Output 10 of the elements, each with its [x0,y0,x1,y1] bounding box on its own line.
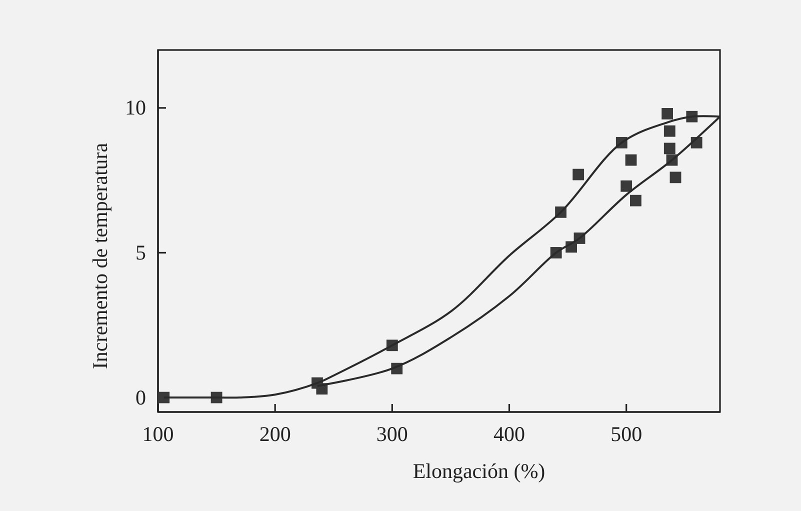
y-axis-title: Incremento de temperatura [88,142,112,370]
y-tick-label: 0 [136,385,146,410]
y-tick-label: 10 [125,96,146,120]
x-tick-label: 200 [259,422,291,446]
y-tick-label: 5 [136,240,146,264]
x-tick-label: 500 [610,422,642,446]
x-tick-label: 100 [142,422,174,446]
x-tick-label: 300 [376,422,408,446]
x-axis-title: Elongación (%) [412,459,546,483]
x-tick-label: 400 [494,422,525,446]
